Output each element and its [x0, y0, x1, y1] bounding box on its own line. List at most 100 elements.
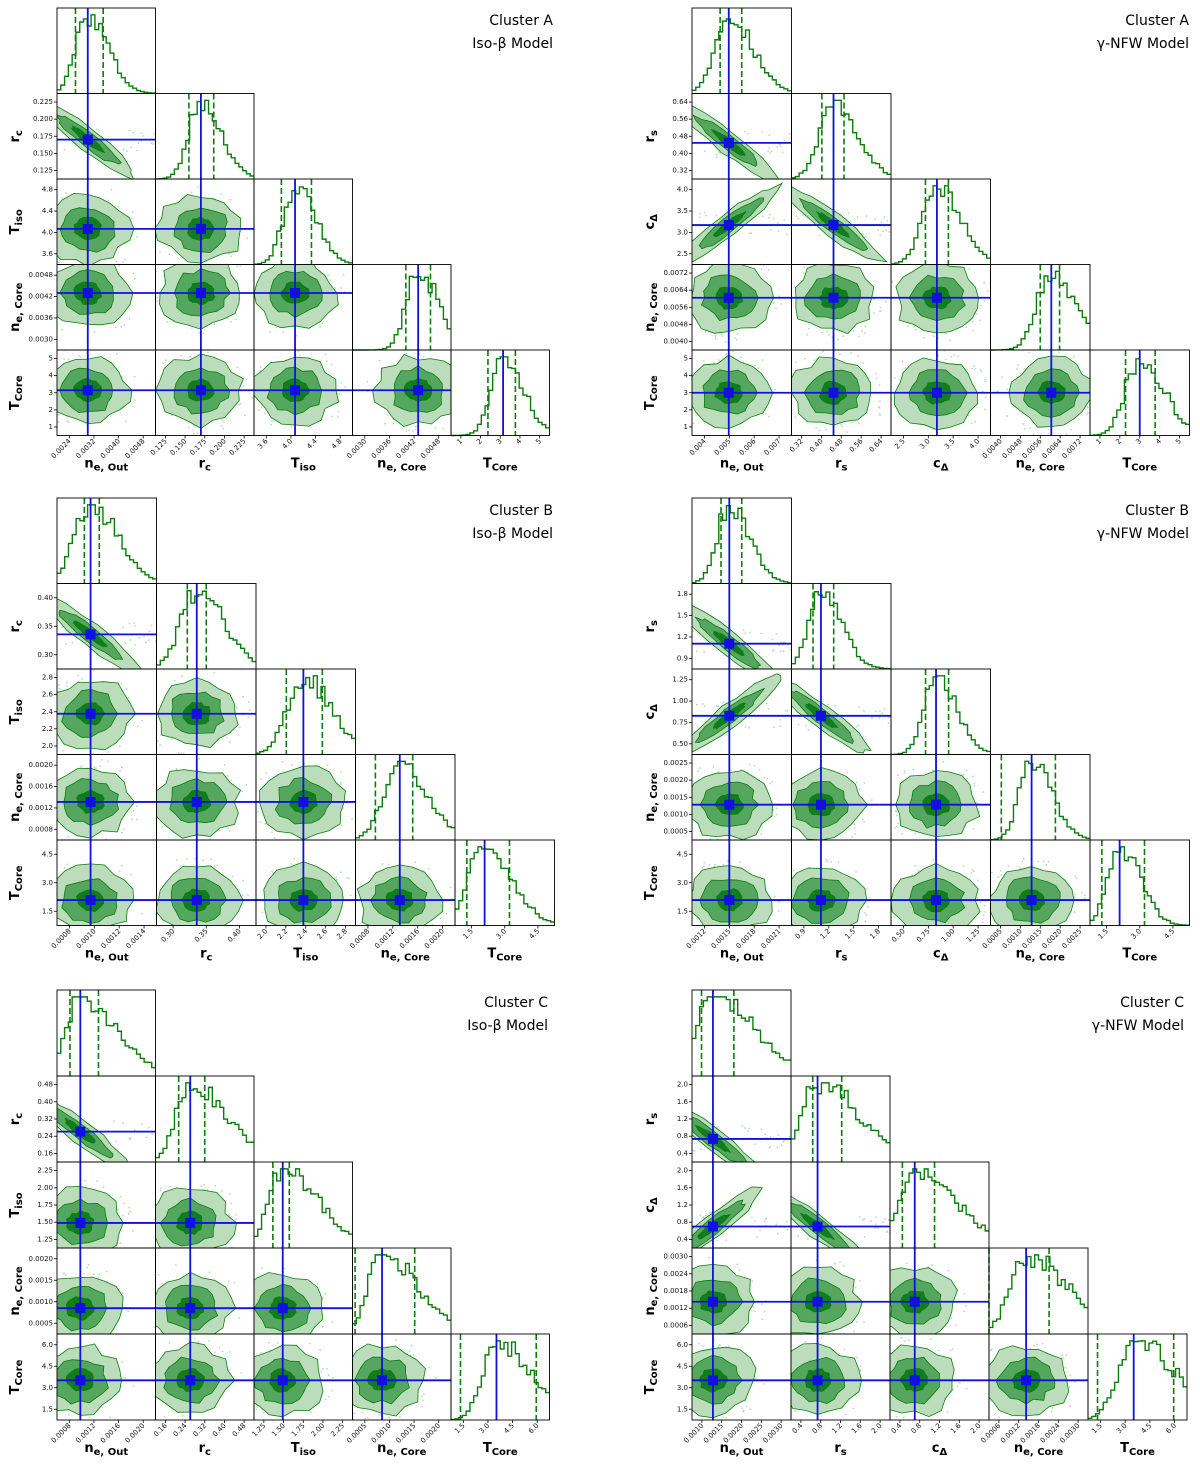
scatter-point	[210, 858, 213, 861]
x-tick-label: 0.125	[149, 437, 169, 457]
scatter-point	[693, 1150, 696, 1152]
scatter-point	[775, 307, 777, 310]
scatter-point	[837, 338, 840, 341]
panel-title: Cluster B	[1125, 503, 1189, 519]
scatter-point	[767, 150, 769, 153]
x-tick-label: 1.2	[819, 927, 833, 941]
scatter-point	[989, 1349, 992, 1352]
subplot-2-0: 1.25 1.50 1.75 2.00 2.25 Tiso	[8, 1161, 156, 1249]
y-tick-label: 0.50	[672, 740, 688, 748]
x-tick-label: 1.75	[290, 1422, 307, 1439]
scatter-point	[262, 1412, 265, 1414]
x-tick-label: 0.0020	[423, 927, 446, 950]
scatter-point	[903, 772, 906, 774]
x-tick-label: 0.0020	[1041, 927, 1064, 950]
scatter-point	[702, 865, 705, 868]
truth-marker	[724, 895, 735, 906]
y-tick-label: 0.40	[37, 1098, 53, 1106]
scatter-point	[707, 1256, 710, 1259]
scatter-point	[168, 1342, 171, 1344]
scatter-point	[884, 300, 887, 303]
density-contours	[254, 356, 340, 427]
x-tick-label: 0.0048	[419, 437, 442, 460]
scatter-point	[198, 758, 200, 760]
scatter-point	[133, 1128, 136, 1131]
scatter-point	[165, 359, 167, 362]
x-tick-label: 1.00	[940, 927, 957, 944]
scatter-point	[1083, 897, 1086, 900]
subplot-2-1	[155, 668, 257, 755]
scatter-point	[235, 705, 238, 708]
scatter-point	[269, 331, 272, 334]
scatter-point	[131, 1230, 134, 1232]
scatter-point	[734, 336, 736, 339]
scatter-point	[864, 332, 866, 334]
truth-marker	[377, 1375, 388, 1386]
scatter-point	[137, 725, 140, 728]
label-main: r	[835, 947, 842, 962]
label-sub: Core	[649, 375, 660, 401]
y-tick-label: 1.8	[677, 590, 688, 598]
subplot-2-2	[890, 178, 991, 265]
histogram-line	[455, 846, 555, 923]
label-main: n	[720, 947, 729, 962]
scatter-point	[769, 782, 771, 785]
x-tick-label: 0.150	[169, 437, 189, 457]
scatter-point	[107, 751, 110, 753]
scatter-point	[366, 380, 369, 383]
histogram-line	[989, 1254, 1088, 1329]
x-tick-label: 0.0021	[759, 927, 782, 950]
scatter-point	[342, 807, 345, 810]
label-sub: c	[206, 953, 212, 964]
truth-marker	[707, 1221, 718, 1232]
x-tick-label: 5	[534, 437, 543, 446]
scatter-point	[445, 912, 448, 915]
scatter-point	[779, 650, 782, 653]
subplot-3-3	[352, 264, 452, 351]
scatter-point	[772, 648, 775, 651]
scatter-point	[768, 147, 771, 149]
scatter-point	[965, 1387, 968, 1390]
scatter-point	[201, 859, 204, 862]
scatter-point	[220, 425, 223, 428]
truth-marker	[931, 387, 942, 398]
panel-subtitle: Iso-β Model	[467, 1018, 548, 1034]
scatter-point	[973, 782, 976, 785]
scatter-point	[1065, 433, 1068, 436]
scatter-point	[83, 1179, 86, 1182]
scatter-point	[176, 858, 178, 861]
scatter-point	[932, 858, 935, 861]
axes-frame	[253, 1161, 353, 1249]
scatter-point	[777, 1232, 779, 1235]
label-sub: Core	[649, 1359, 660, 1385]
scatter-point	[716, 156, 718, 158]
scatter-point	[932, 335, 935, 338]
scatter-point	[1074, 893, 1076, 896]
scatter-point	[761, 359, 764, 362]
scatter-point	[852, 330, 855, 333]
scatter-point	[110, 188, 113, 191]
scatter-point	[137, 142, 140, 145]
density-contours	[155, 1187, 238, 1248]
scatter-point	[208, 1271, 211, 1274]
x-tick-label: 1.2	[929, 1422, 943, 1436]
scatter-point	[714, 334, 717, 337]
scatter-point	[761, 1303, 764, 1306]
label-main: T	[8, 715, 23, 724]
label-sub: iso	[300, 1447, 316, 1458]
subplot-1-0: 0.30 0.35 0.40 rc	[8, 583, 157, 670]
y-axis-label: TCore	[643, 865, 660, 900]
scatter-point	[259, 1351, 262, 1354]
x-tick-label: 0.0006	[979, 1421, 1002, 1444]
scatter-point	[861, 232, 864, 235]
y-tick-label: 2.0	[42, 742, 53, 750]
scatter-point	[57, 421, 60, 423]
y-axis-label: cΔ	[643, 704, 660, 720]
truth-marker	[82, 134, 93, 145]
x-tick-label: 1.8	[868, 927, 882, 941]
scatter-point	[886, 219, 889, 222]
scatter-point	[66, 863, 69, 866]
y-axis-label: TCore	[643, 1359, 660, 1394]
scatter-point	[319, 1349, 322, 1352]
